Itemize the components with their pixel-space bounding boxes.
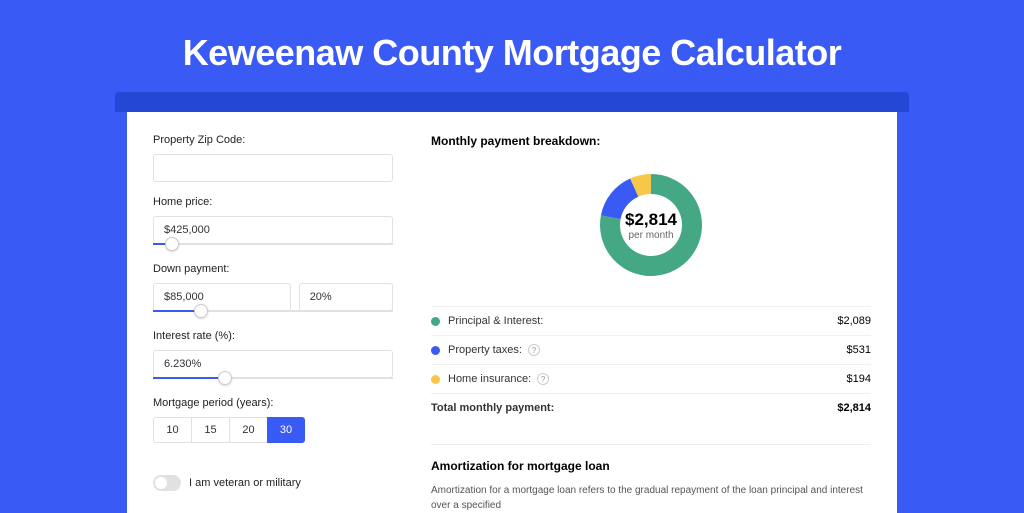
down-payment-input[interactable] (153, 283, 291, 311)
donut-center: $2,814 per month (590, 164, 712, 286)
legend-row-taxes: Property taxes: ? $531 (431, 336, 871, 365)
home-price-input[interactable] (153, 216, 393, 244)
down-payment-group: Down payment: (153, 263, 393, 316)
zip-group: Property Zip Code: (153, 134, 393, 182)
dot-icon (431, 346, 440, 355)
veteran-label: I am veteran or military (189, 477, 301, 489)
period-group: Mortgage period (years): 10 15 20 30 (153, 397, 393, 443)
donut-chart: $2,814 per month (590, 164, 712, 286)
legend-value: $531 (847, 344, 871, 356)
legend-label: Principal & Interest: (448, 315, 543, 327)
dot-icon (431, 317, 440, 326)
down-payment-pct-input[interactable] (299, 283, 393, 311)
card-header-bar (115, 92, 909, 112)
down-payment-label: Down payment: (153, 263, 393, 275)
veteran-toggle[interactable] (153, 475, 181, 491)
donut-amount: $2,814 (625, 210, 677, 230)
zip-input[interactable] (153, 154, 393, 182)
breakdown-title: Monthly payment breakdown: (431, 134, 871, 148)
period-btn-15[interactable]: 15 (191, 417, 229, 443)
help-icon[interactable]: ? (537, 373, 549, 385)
period-btn-10[interactable]: 10 (153, 417, 191, 443)
legend-row-insurance: Home insurance: ? $194 (431, 365, 871, 394)
legend-label: Property taxes: (448, 344, 522, 356)
slider-thumb[interactable] (165, 237, 179, 251)
home-price-group: Home price: (153, 196, 393, 249)
interest-rate-slider[interactable] (153, 377, 393, 383)
legend-label: Home insurance: (448, 373, 531, 385)
period-label: Mortgage period (years): (153, 397, 393, 409)
veteran-row: I am veteran or military (153, 475, 393, 491)
legend: Principal & Interest: $2,089 Property ta… (431, 306, 871, 422)
donut-chart-wrap: $2,814 per month (431, 164, 871, 286)
breakdown-column: Monthly payment breakdown: (431, 134, 871, 513)
interest-rate-label: Interest rate (%): (153, 330, 393, 342)
page-title: Keweenaw County Mortgage Calculator (0, 0, 1024, 92)
slider-thumb[interactable] (194, 304, 208, 318)
donut-sub: per month (628, 230, 673, 241)
amortization-text: Amortization for a mortgage loan refers … (431, 483, 871, 513)
down-payment-slider[interactable] (153, 310, 393, 316)
home-price-label: Home price: (153, 196, 393, 208)
slider-thumb[interactable] (218, 371, 232, 385)
calculator-card: Property Zip Code: Home price: Down paym… (127, 112, 897, 513)
dot-icon (431, 375, 440, 384)
help-icon[interactable]: ? (528, 344, 540, 356)
amortization-section: Amortization for mortgage loan Amortizat… (431, 444, 871, 513)
legend-row-total: Total monthly payment: $2,814 (431, 394, 871, 422)
period-btn-30[interactable]: 30 (267, 417, 305, 443)
total-value: $2,814 (837, 402, 871, 414)
zip-label: Property Zip Code: (153, 134, 393, 146)
total-label: Total monthly payment: (431, 402, 554, 414)
legend-value: $194 (847, 373, 871, 385)
legend-row-principal: Principal & Interest: $2,089 (431, 306, 871, 336)
period-btn-20[interactable]: 20 (229, 417, 267, 443)
interest-rate-input[interactable] (153, 350, 393, 378)
period-options: 10 15 20 30 (153, 417, 393, 443)
legend-value: $2,089 (837, 315, 871, 327)
form-column: Property Zip Code: Home price: Down paym… (153, 134, 393, 513)
amortization-title: Amortization for mortgage loan (431, 459, 871, 473)
home-price-slider[interactable] (153, 243, 393, 249)
interest-rate-group: Interest rate (%): (153, 330, 393, 383)
